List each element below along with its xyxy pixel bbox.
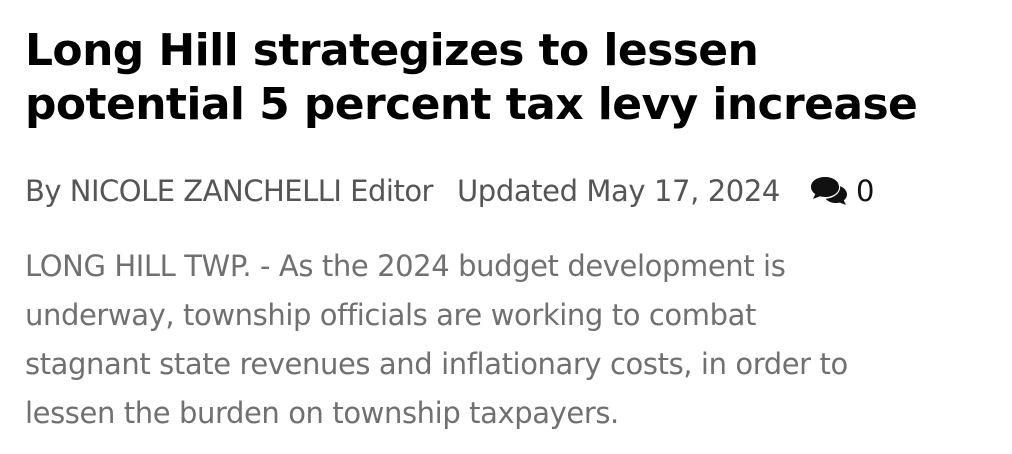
headline-line-1: Long Hill strategizes to lessen — [25, 25, 759, 76]
article-meta: By NICOLE ZANCHELLI Editor Updated May 1… — [25, 170, 874, 212]
updated-date: Updated May 17, 2024 — [456, 174, 780, 208]
comments-icon — [808, 175, 850, 207]
lede-line-3: stagnant state revenues and inflationary… — [25, 347, 848, 381]
comments-count: 0 — [855, 174, 875, 208]
lede-line-4: lessen the burden on township taxpayers. — [25, 396, 619, 430]
byline: By NICOLE ZANCHELLI Editor — [25, 174, 433, 208]
article-header: Long Hill strategizes to lessen potentia… — [25, 24, 990, 132]
headline-line-2: potential 5 percent tax levy increase — [25, 79, 918, 130]
lede-line-2: underway, township officials are working… — [25, 298, 756, 332]
article-lede: LONG HILL TWP. - As the 2024 budget deve… — [25, 242, 987, 438]
lede-line-1: LONG HILL TWP. - As the 2024 budget deve… — [25, 249, 786, 283]
comments-link[interactable]: 0 — [808, 174, 874, 208]
article-headline: Long Hill strategizes to lessen potentia… — [25, 24, 990, 132]
